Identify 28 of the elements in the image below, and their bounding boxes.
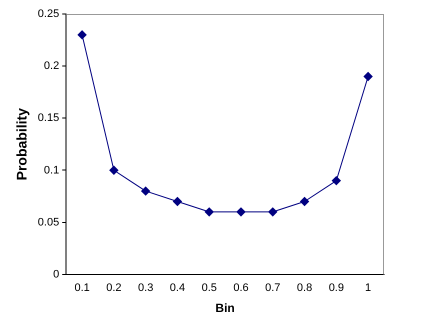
y-tick-label: 0.2 [44, 60, 60, 72]
x-tick-label: 0.3 [138, 282, 154, 294]
y-axis-title: Probability [13, 108, 30, 180]
point [172, 196, 182, 206]
y-tick-label: 0.15 [38, 112, 60, 124]
point [300, 196, 310, 206]
x-tick-label: 0.8 [296, 282, 312, 294]
x-tick-label: 1 [365, 282, 372, 294]
x-tick-label: 0.5 [202, 282, 217, 294]
y-tick-label: 0 [53, 268, 60, 280]
x-axis-title: Bin [215, 301, 235, 316]
y-tick-label: 0.05 [38, 216, 60, 228]
point [78, 30, 87, 40]
x-tick-label: 0.4 [170, 282, 186, 294]
point [236, 207, 246, 216]
point [268, 207, 278, 216]
x-tick-label: 0.7 [265, 282, 280, 294]
point [204, 207, 214, 216]
point [332, 176, 341, 186]
y-tick-label: 0.25 [38, 8, 60, 20]
point [141, 186, 150, 196]
x-tick-label: 0.2 [106, 282, 122, 294]
point [109, 166, 118, 175]
x-tick-label: 0.1 [74, 282, 90, 294]
x-tick-label: 0.6 [233, 282, 249, 294]
point [364, 72, 373, 81]
y-tick-label: 0.1 [44, 164, 60, 176]
x-tick-label: 0.9 [328, 282, 344, 294]
